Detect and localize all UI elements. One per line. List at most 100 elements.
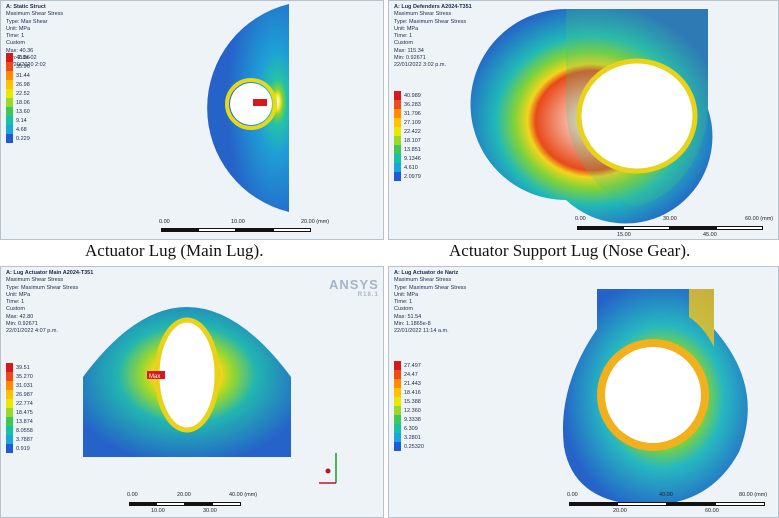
legend-label: 27.109 [404, 119, 421, 126]
info-line: Min: 1.1865e-8 [394, 321, 431, 328]
logo-text: ANSYS [329, 277, 379, 292]
info-line: Max: 115.34 [394, 47, 424, 54]
legend-label: 8.0558 [16, 427, 33, 434]
scale-tick: 40.00 (mm) [229, 492, 258, 498]
scale-tick: 10.00 [151, 508, 165, 514]
legend-row: 3.2801 [394, 433, 424, 442]
actuator-main-hole [154, 317, 220, 433]
legend-row: 8.0558 [6, 426, 33, 435]
color-legend: 39.51 35.270 31.031 26.987 22.774 18.475… [6, 363, 33, 453]
scale-tick: 40.00 [659, 492, 673, 498]
panel-main-lug: A: Static Struct Maximum Shear Stress Ty… [0, 0, 384, 240]
panel-actuator-nose: A: Lug Actuator de Nariz Maximum Shear S… [388, 266, 779, 518]
legend-row: 0.229 [6, 134, 30, 143]
scale-bar: 0.00 10.00 20.00 (mm) [159, 219, 329, 239]
legend-label: 35.90 [16, 63, 30, 70]
legend-row: 27.109 [394, 118, 421, 127]
legend-label: 4.68 [16, 126, 27, 133]
axis-origin-icon [325, 468, 331, 474]
legend-row: 22.774 [6, 399, 33, 408]
legend-row: 21.443 [394, 379, 424, 388]
legend-label: 22.422 [404, 128, 421, 135]
scale-tick: 0.00 [159, 219, 170, 225]
scale-bar: 0.00 40.00 80.00 (mm) 20.00 60.00 [567, 492, 767, 515]
legend-row: 31.796 [394, 109, 421, 118]
scale-tick: 20.00 [177, 492, 191, 498]
info-line: Unit: MPa [394, 291, 419, 298]
legend-label: 26.98 [16, 81, 30, 88]
scale-tick: 10.00 [231, 219, 245, 225]
legend-label: 36.283 [404, 101, 421, 108]
legend-row: 26.98 [6, 80, 30, 89]
scale-tick: 0.00 [127, 492, 138, 498]
legend-label: 35.270 [16, 373, 33, 380]
color-legend: 27.497 24.47 21.443 18.416 15.388 12.360… [394, 361, 424, 451]
info-line: 22/01/2022 3:02 p.m. [394, 62, 446, 69]
info-line: 22/01/2022 11:14 a.m. [394, 328, 449, 335]
info-line: A: Lug Actuator de Nariz [394, 270, 459, 276]
legend-label: 22.52 [16, 90, 30, 97]
legend-label: 0.229 [16, 135, 30, 142]
legend-label: 24.47 [404, 371, 418, 378]
actuator-main-model: Max [83, 307, 337, 484]
legend-label: 31.44 [16, 72, 30, 79]
legend-row: 15.388 [394, 397, 424, 406]
info-line: Unit: MPa [394, 25, 419, 32]
legend-label: 9.14 [16, 117, 27, 124]
legend-row: 18.107 [394, 136, 421, 145]
scale-tick: 0.00 [575, 216, 586, 222]
scale-tick: 30.00 [663, 216, 677, 222]
scale-tick: 45.00 [703, 232, 717, 238]
scale-bar: 0.00 30.00 60.00 (mm) 15.00 45.00 [575, 216, 773, 239]
info-line: Custom [394, 306, 413, 313]
info-line: Type: Maximum Shear Stress [394, 18, 467, 25]
info-line: Type: Maximum Shear Stress [394, 284, 467, 291]
scale-tick: 30.00 [203, 508, 217, 514]
legend-row: 2.0979 [394, 172, 421, 181]
info-line: A: Lug Actuator Main A2024-T351 [6, 270, 94, 276]
legend-row: 6.309 [394, 424, 424, 433]
legend-label: 27.497 [404, 362, 421, 369]
legend-row: 40.989 [394, 91, 421, 100]
info-line: Time: 1 [394, 299, 413, 306]
legend-label: 13.874 [16, 418, 33, 425]
scale-tick: 60.00 [705, 508, 719, 514]
legend-label: 40.989 [404, 92, 421, 99]
scale-tick: 0.00 [567, 492, 578, 498]
max-tag: Max [149, 374, 160, 380]
max-marker [253, 99, 267, 106]
legend-row: 0.919 [6, 444, 33, 453]
info-line: Max: 42.80 [6, 313, 34, 320]
info-line: Maximum Shear Stress [394, 11, 452, 18]
info-line: 10/20/2020 2:02 [6, 62, 46, 69]
info-line: Maximum Shear Stress [394, 277, 452, 284]
actuator-nose-info: A: Lug Actuator de Nariz Maximum Shear S… [394, 270, 466, 336]
legend-label: 18.06 [16, 99, 30, 106]
info-line: 22/01/2022 4:07 p.m. [6, 328, 58, 335]
info-line: Time: 1 [394, 33, 413, 40]
legend-label: 9.1346 [404, 155, 421, 162]
legend-label: 31.031 [16, 382, 33, 389]
info-line: Min: 2.8e-02 [6, 55, 37, 62]
legend-label: 31.796 [404, 110, 421, 117]
panel-nose-gear-lug: A: Lug Defenders A2024-T351 Maximum Shea… [388, 0, 779, 240]
scale-bar: 0.00 20.00 40.00 (mm) 10.00 30.00 [127, 492, 257, 515]
legend-label: 40.36 [16, 54, 30, 61]
legend-row: 0.25320 [394, 442, 424, 451]
legend-label: 18.416 [404, 389, 421, 396]
legend-row: 4.68 [6, 125, 30, 134]
legend-label: 13.60 [16, 108, 30, 115]
info-line: A: Static Struct [6, 4, 46, 10]
main-lug-hole [230, 83, 272, 125]
info-line: Min: 0.92671 [6, 321, 38, 328]
legend-label: 18.475 [16, 409, 33, 416]
legend-row: 13.851 [394, 145, 421, 154]
main-lug-hole-ring [225, 78, 277, 130]
main-lug-info: A: Static Struct Maximum Shear Stress Ty… [6, 4, 63, 70]
legend-row: 39.51 [6, 363, 33, 372]
color-legend: 40.36 35.90 31.44 26.98 22.52 18.06 13.6… [6, 53, 30, 143]
legend-row: 40.36 [6, 53, 30, 62]
legend-row: 31.44 [6, 71, 30, 80]
legend-row: 4.610 [394, 163, 421, 172]
legend-row: 27.497 [394, 361, 424, 370]
